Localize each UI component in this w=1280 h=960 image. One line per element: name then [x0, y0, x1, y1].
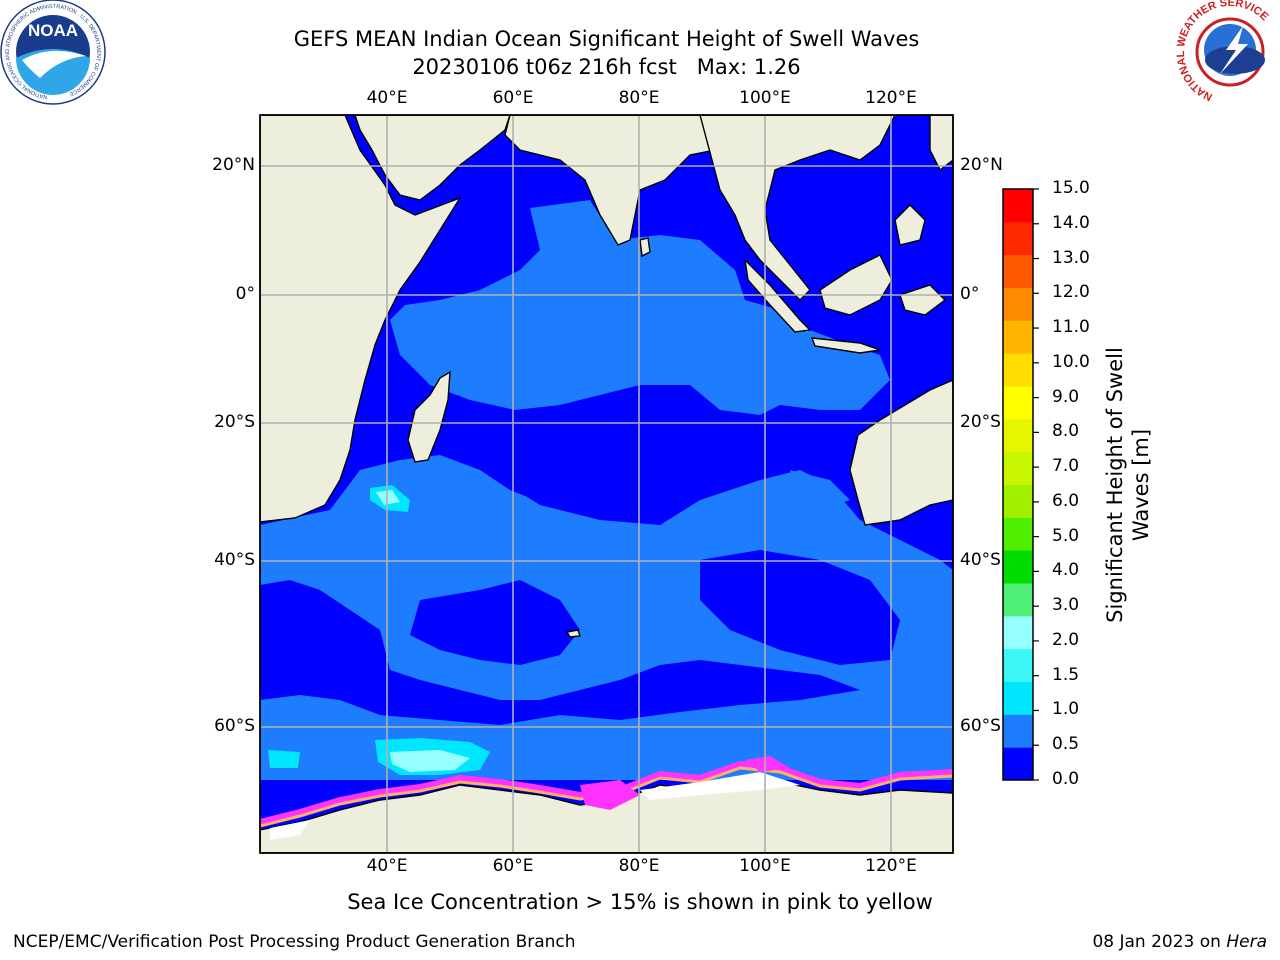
colorbar-tick-label: 0.0 [1052, 769, 1080, 789]
colorbar-tick-label: 10.0 [1052, 351, 1090, 372]
colorbar-tick-label: 13.0 [1052, 247, 1090, 268]
map-frame [259, 114, 954, 854]
map-subtitle: 20230106 t06z 216h fcst Max: 1.26 [412, 55, 801, 79]
colorbar-tick-label: 14.0 [1052, 212, 1090, 233]
lon-tick-bottom: 80°E [618, 856, 660, 876]
colorbar-tick-label: 11.0 [1052, 317, 1090, 338]
colorbar-tick-label: 12.0 [1052, 282, 1090, 303]
lon-tick-bottom: 60°E [492, 856, 534, 876]
lon-tick-bottom: 100°E [739, 856, 791, 876]
colorbar-tick-label: 7.0 [1052, 456, 1080, 477]
land-masses [260, 115, 953, 853]
colorbar-label: Significant Height of Swell Waves [m] [1103, 347, 1153, 623]
lat-tick-right: 20°S [960, 412, 1001, 432]
lat-tick-right: 40°S [960, 550, 1001, 570]
colorbar-tick-label: 3.0 [1052, 595, 1080, 616]
colorbar-tick-label: 8.0 [1052, 421, 1080, 442]
colorbar-tick-label: 5.0 [1052, 525, 1080, 546]
colorbar-tick-label: 2.0 [1052, 629, 1080, 650]
lat-tick-left: 0° [235, 284, 255, 304]
colorbar-tick-label: 1.5 [1052, 664, 1080, 685]
colorbar-tick-label: 9.0 [1052, 386, 1080, 407]
graticule [260, 115, 953, 853]
lat-tick-left: 20°S [214, 412, 255, 432]
footer-date-text: 08 Jan 2023 on [1092, 932, 1221, 952]
footer-credit: NCEP/EMC/Verification Post Processing Pr… [13, 932, 576, 952]
colorbar-tick-label: 4.0 [1052, 560, 1080, 581]
lon-tick-top: 60°E [492, 88, 534, 108]
lon-tick-top: 80°E [618, 88, 660, 108]
map-title: GEFS MEAN Indian Ocean Significant Heigh… [293, 27, 920, 51]
swell-band-2.0-3.0m [376, 490, 470, 772]
lat-tick-right: 20°N [960, 155, 1003, 175]
lat-tick-left: 40°S [214, 550, 255, 570]
colorbar-tick-label: 15.0 [1052, 178, 1090, 198]
swell-band-0-0.5m [260, 420, 900, 690]
lat-tick-right: 60°S [960, 716, 1001, 736]
sea-ice-edge [260, 756, 953, 840]
lon-tick-top: 120°E [865, 88, 917, 108]
lat-tick-left: 20°N [212, 155, 255, 175]
lon-tick-bottom: 40°E [366, 856, 408, 876]
colorbar-tick-label: 0.5 [1052, 734, 1080, 755]
colorbar-tick-label: 6.0 [1052, 490, 1080, 511]
lon-tick-top: 100°E [739, 88, 791, 108]
footer-date: 08 Jan 2023 on Hera [1092, 932, 1267, 952]
lon-tick-top: 40°E [366, 88, 408, 108]
colorbar-tick-label: 1.0 [1052, 699, 1080, 720]
lat-tick-left: 60°S [214, 716, 255, 736]
footer-machine: Hera [1226, 932, 1267, 952]
lon-tick-bottom: 120°E [865, 856, 917, 876]
sea-ice-note: Sea Ice Concentration > 15% is shown in … [347, 890, 933, 914]
lat-tick-right: 0° [960, 284, 980, 304]
